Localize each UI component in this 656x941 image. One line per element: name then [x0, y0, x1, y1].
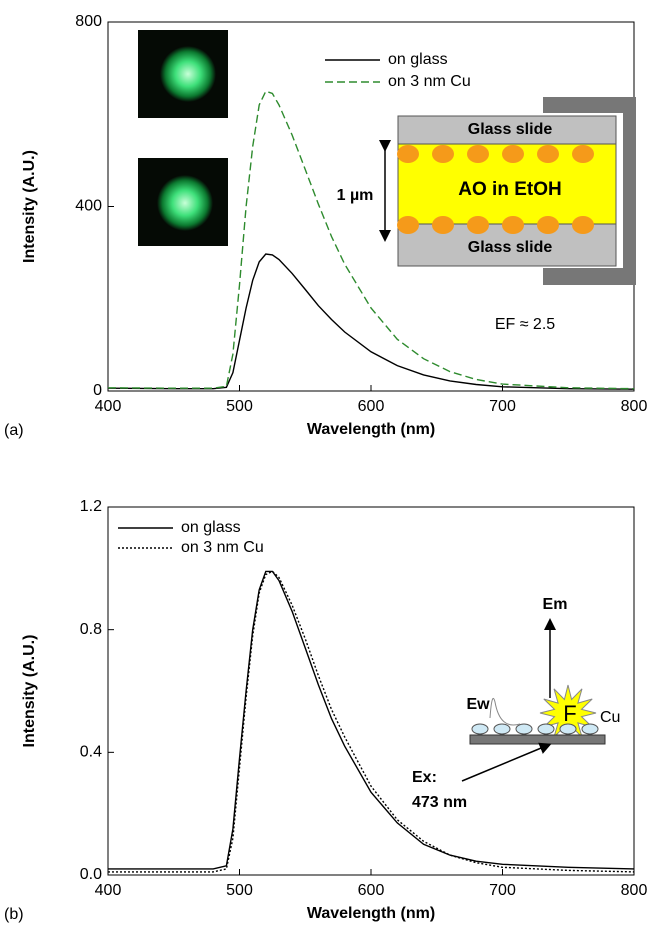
y-tick-label: 0.0 [80, 866, 102, 883]
x-tick-label: 800 [621, 882, 648, 899]
y-axis-label: Intensity (A.U.) [21, 635, 38, 748]
x-axis-label: Wavelength (nm) [307, 905, 435, 922]
legend-label: on glass [181, 519, 241, 536]
y-tick-label: 0.4 [80, 744, 102, 761]
inset-photos [138, 30, 228, 246]
y-tick-label: 1.2 [80, 498, 102, 515]
x-axis-label: Wavelength (nm) [307, 421, 435, 438]
x-tick-label: 600 [358, 398, 385, 415]
x-tick-label: 500 [226, 882, 253, 899]
annotation: Glass slide [468, 121, 553, 138]
annotation: Ew [466, 696, 490, 713]
panel-label: (a) [4, 422, 24, 439]
x-tick-label: 800 [621, 398, 648, 415]
y-tick-label: 0 [93, 382, 102, 399]
panel-label: (b) [4, 906, 24, 923]
annotation: 1 µm [337, 187, 374, 204]
y-tick-label: 0.8 [80, 621, 102, 638]
y-axis-label: Intensity (A.U.) [21, 150, 38, 263]
annotation: 473 nm [412, 794, 467, 811]
x-tick-label: 400 [95, 882, 122, 899]
annotation: EF ≈ 2.5 [495, 316, 555, 333]
annotation: AO in EtOH [458, 179, 561, 200]
x-tick-label: 700 [489, 882, 516, 899]
legend-label: on glass [388, 51, 448, 68]
x-tick-label: 400 [95, 398, 122, 415]
legend-label: on 3 nm Cu [388, 73, 471, 90]
x-tick-label: 600 [358, 882, 385, 899]
annotation: F [563, 701, 576, 726]
y-tick-label: 400 [75, 198, 102, 215]
annotation: Em [543, 596, 568, 613]
annotation: Ex: [412, 769, 437, 786]
annotation: Glass slide [468, 239, 553, 256]
figure: 0400800400500600700800Wavelength (nm)Int… [0, 0, 656, 941]
legend-label: on 3 nm Cu [181, 539, 264, 556]
x-tick-label: 500 [226, 398, 253, 415]
x-tick-label: 700 [489, 398, 516, 415]
page: {"chart_data":[ {"type":"line","panel_la… [0, 0, 656, 941]
y-tick-label: 800 [75, 13, 102, 30]
annotation: Cu [600, 709, 620, 726]
